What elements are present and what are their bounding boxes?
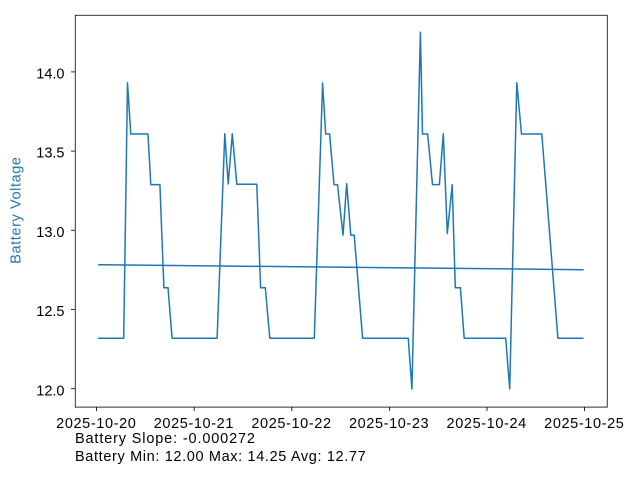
svg-text:2025-10-24: 2025-10-24 [447, 416, 527, 432]
svg-text:Battery Slope: -0.000272: Battery Slope: -0.000272 [75, 431, 256, 447]
svg-text:12.0: 12.0 [36, 383, 64, 399]
svg-text:2025-10-22: 2025-10-22 [251, 416, 331, 432]
svg-text:Battery Voltage: Battery Voltage [9, 156, 25, 263]
svg-text:14.0: 14.0 [36, 67, 64, 83]
svg-text:2025-10-25: 2025-10-25 [544, 416, 624, 432]
svg-text:13.0: 13.0 [36, 225, 64, 241]
svg-text:Battery Min: 12.00 Max: 14.25: Battery Min: 12.00 Max: 14.25 Avg: 12.77 [75, 449, 366, 465]
svg-text:13.5: 13.5 [36, 146, 64, 162]
svg-text:2025-10-21: 2025-10-21 [154, 416, 234, 432]
svg-text:2025-10-23: 2025-10-23 [349, 416, 429, 432]
svg-text:12.5: 12.5 [36, 304, 64, 320]
svg-text:2025-10-20: 2025-10-20 [56, 416, 136, 432]
